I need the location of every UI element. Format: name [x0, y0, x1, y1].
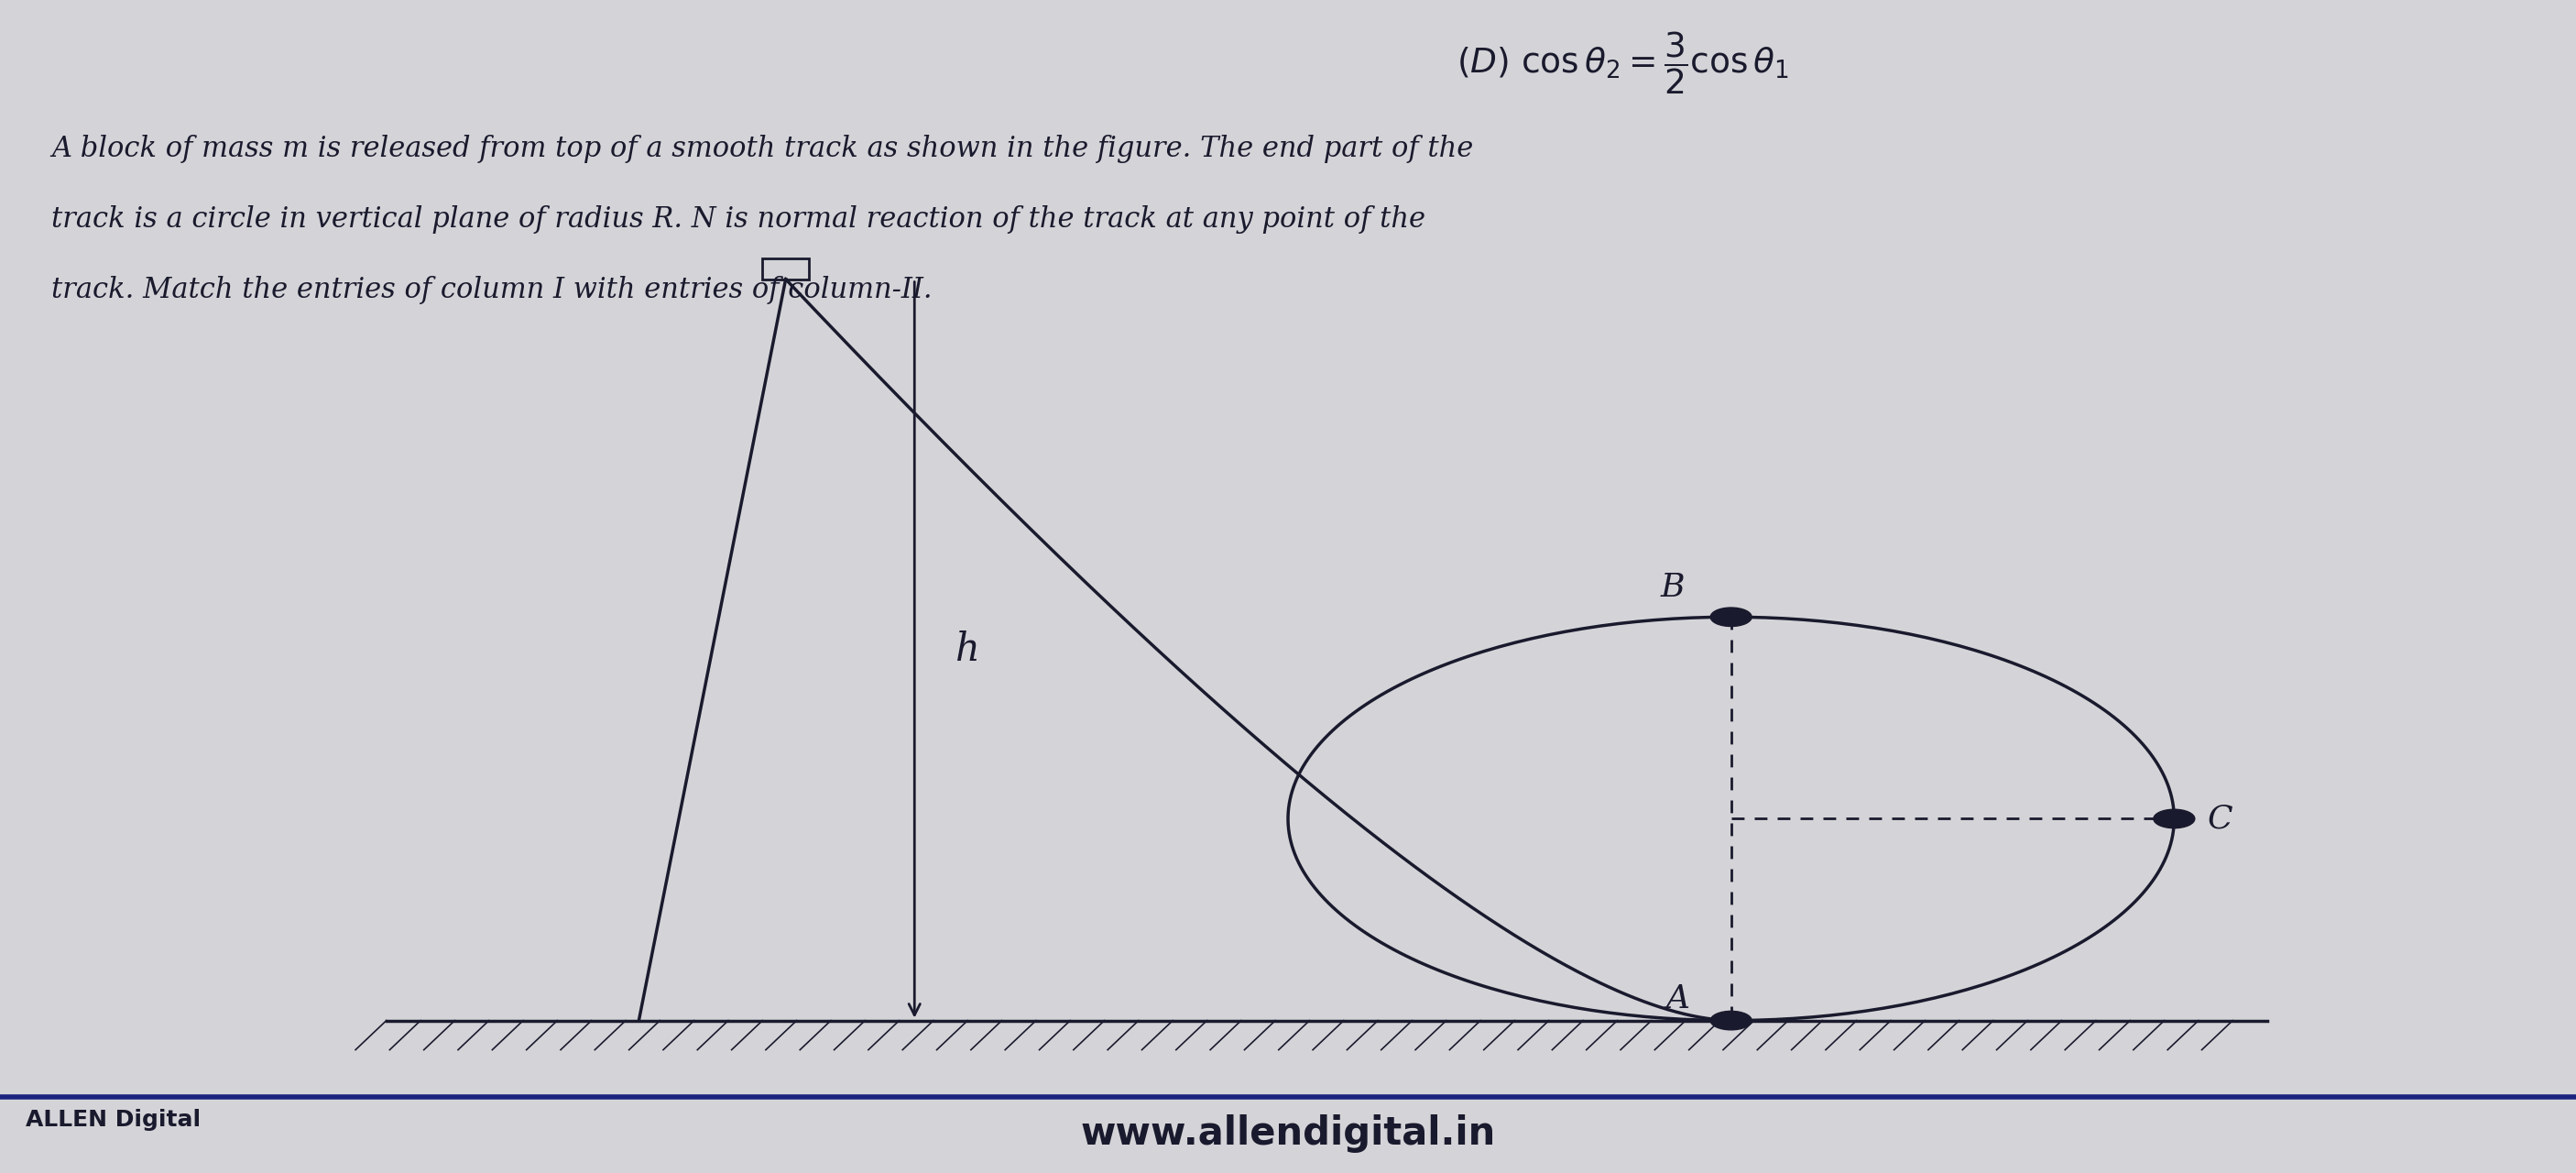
- Text: track is a circle in vertical plane of radius R. N is normal reaction of the tra: track is a circle in vertical plane of r…: [52, 205, 1425, 233]
- Text: h: h: [956, 631, 981, 669]
- Text: A: A: [1667, 983, 1690, 1015]
- Text: A block of mass m is released from top of a smooth track as shown in the figure.: A block of mass m is released from top o…: [52, 135, 1473, 163]
- Text: track. Match the entries of column I with entries of column-II.: track. Match the entries of column I wit…: [52, 276, 933, 304]
- Circle shape: [1710, 608, 1752, 626]
- Text: $(D)\ \cos\theta_2 = \dfrac{3}{2}\cos\theta_1$: $(D)\ \cos\theta_2 = \dfrac{3}{2}\cos\th…: [1455, 29, 1790, 96]
- Text: ALLEN Digital: ALLEN Digital: [26, 1108, 201, 1131]
- Text: B: B: [1662, 571, 1685, 603]
- Circle shape: [2154, 809, 2195, 828]
- Text: www.allendigital.in: www.allendigital.in: [1079, 1114, 1497, 1153]
- Circle shape: [1710, 1011, 1752, 1030]
- Text: C: C: [2208, 804, 2233, 834]
